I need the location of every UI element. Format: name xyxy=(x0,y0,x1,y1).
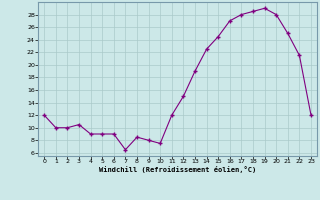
X-axis label: Windchill (Refroidissement éolien,°C): Windchill (Refroidissement éolien,°C) xyxy=(99,166,256,173)
